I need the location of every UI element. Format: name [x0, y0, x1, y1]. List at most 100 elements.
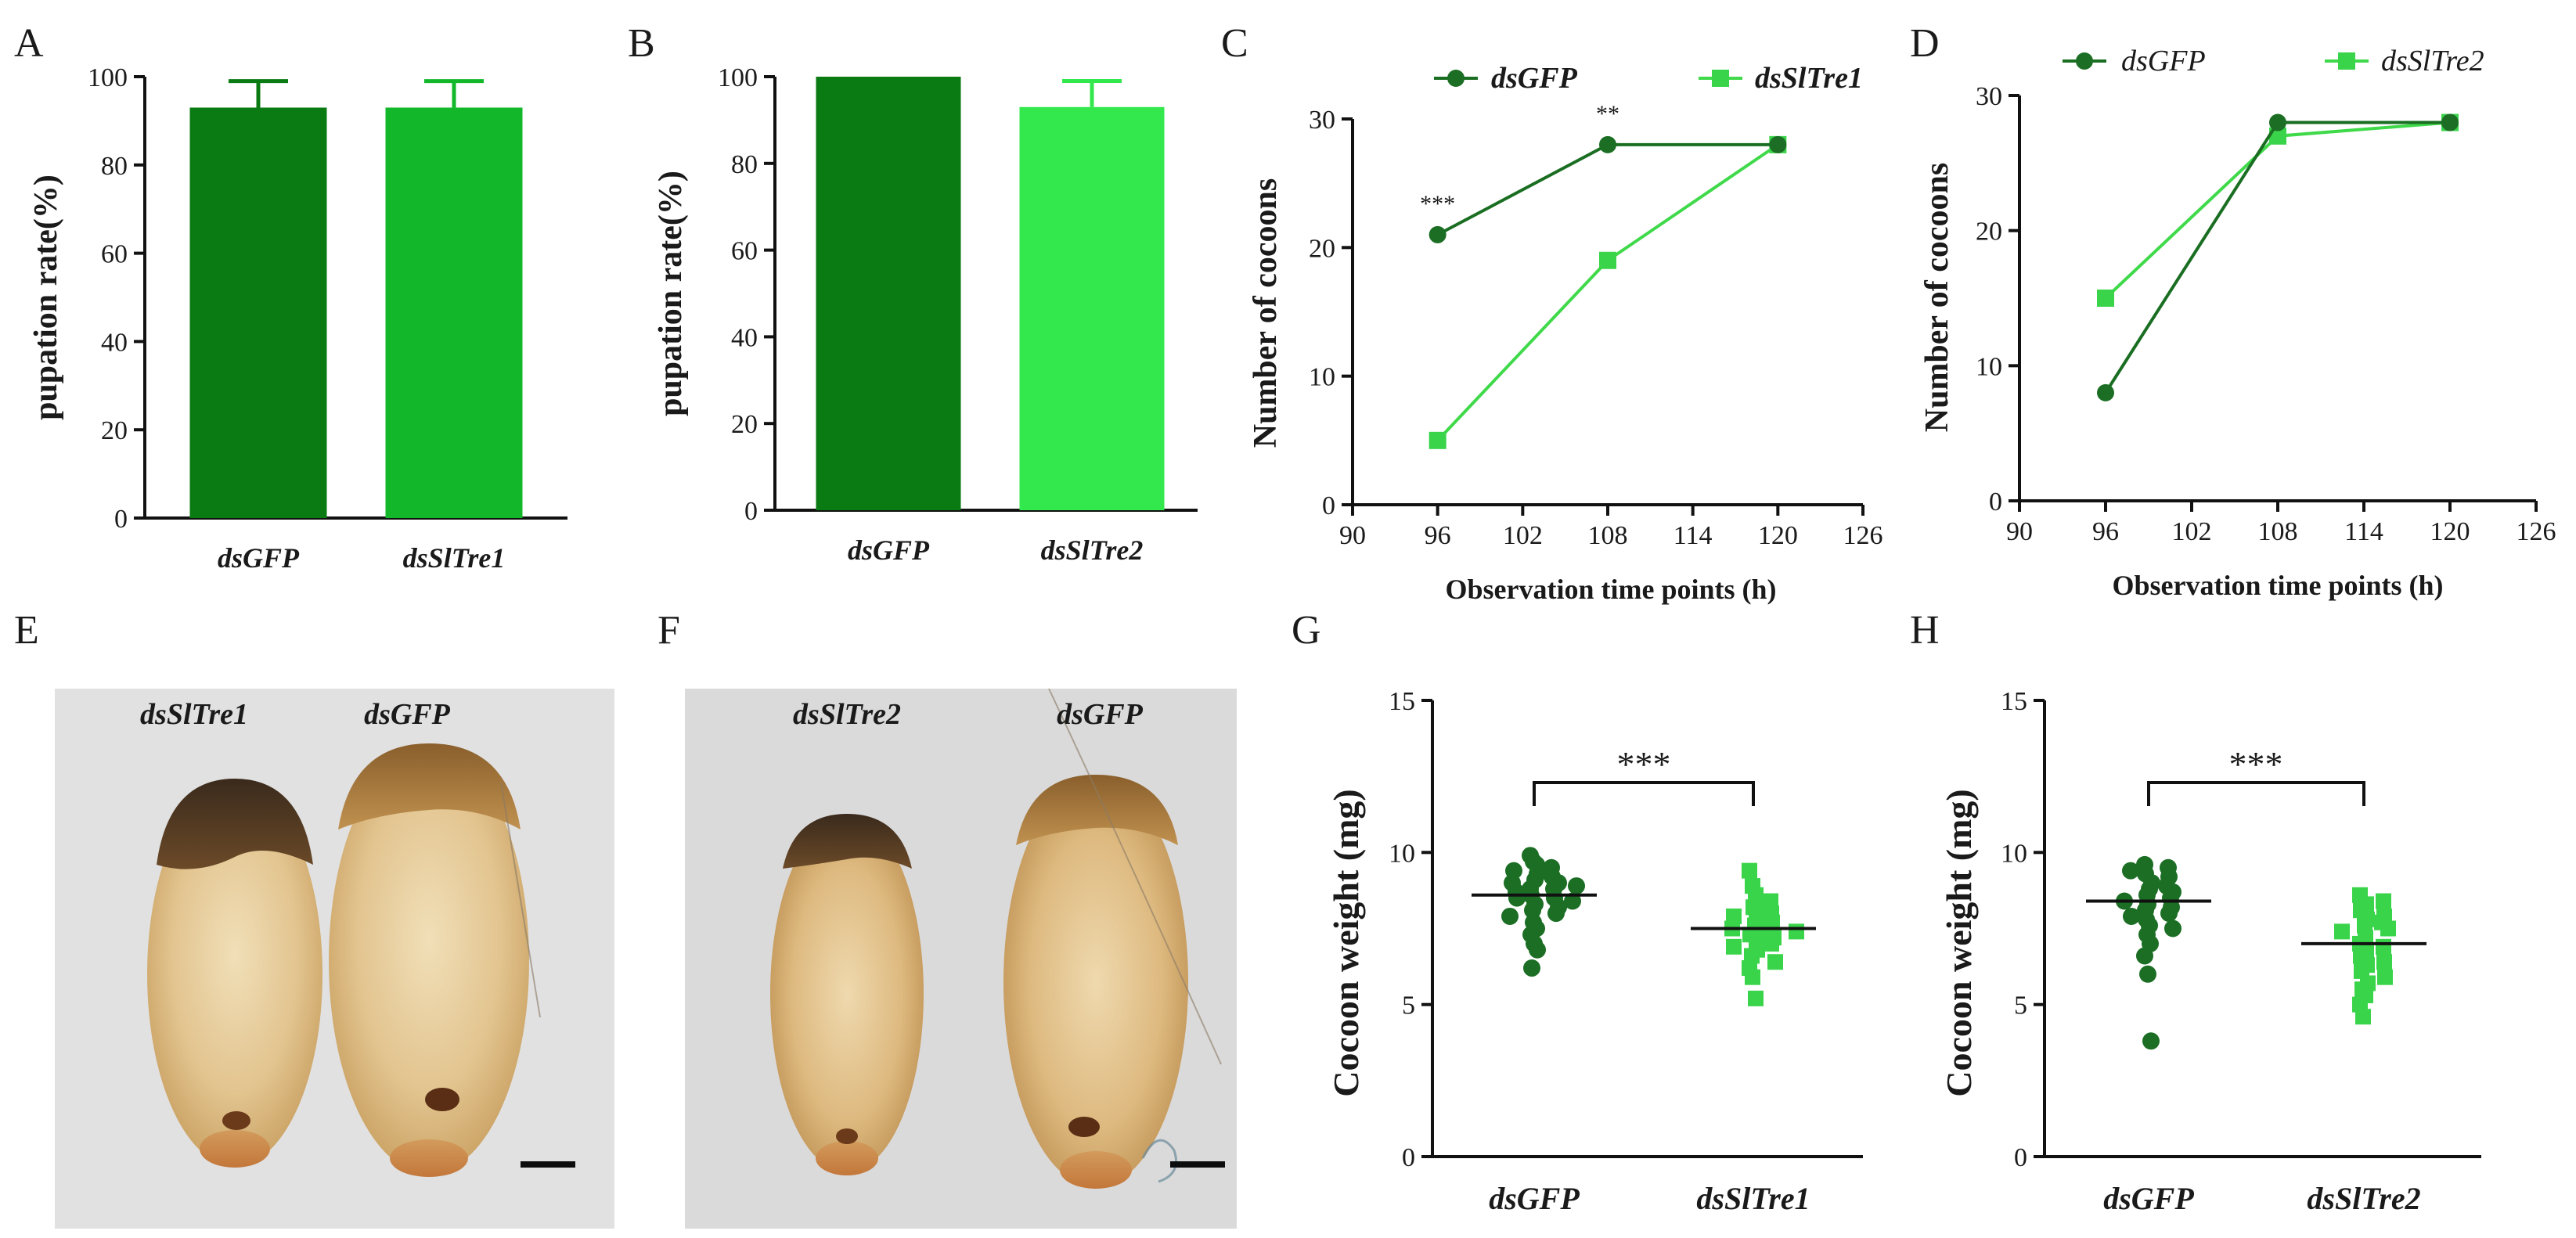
- chart-h-cocoon-weight: 0 5 10 15 *** dsGFP dsSlTre2 Cocoon weight …: [1939, 687, 2481, 1216]
- chart-g-point-dsgfp: [1529, 941, 1546, 959]
- chart-c-legend-marker-dssltre1: [1712, 70, 1729, 87]
- chart-c-legend: dsGFP dsSlTre1: [1434, 62, 1863, 95]
- panel-label-a: A: [14, 21, 44, 66]
- chart-d-y-ticks: 0 10 20 30: [1976, 82, 2019, 516]
- chart-h-y-tick-label: 5: [2014, 991, 2027, 1020]
- chart-b-bar-dssltre2: [1019, 106, 1165, 510]
- chart-d-y-tick-label: 20: [1976, 218, 2002, 247]
- photo-f-cocoon-dsgfp: [1003, 775, 1188, 1189]
- chart-b-y-tick-label: 80: [731, 150, 758, 179]
- chart-b-y-tick-label: 40: [731, 323, 758, 352]
- photo-f-label-2: dsGFP: [1057, 698, 1144, 731]
- chart-g-points: [1501, 847, 1804, 1006]
- chart-b-bars: [816, 77, 1165, 510]
- chart-h-y-tick-label: 0: [2014, 1143, 2027, 1172]
- chart-a-y-tick-label: 0: [114, 505, 128, 534]
- chart-d-x-tick-label: 90: [2006, 517, 2033, 546]
- chart-b-category-1: dsGFP: [848, 534, 930, 566]
- chart-d-legend-dssltre2: dsSlTre2: [2381, 45, 2484, 77]
- chart-h-point-dssltre2: [2357, 917, 2372, 934]
- chart-d-y-tick-label: 30: [1976, 82, 2002, 111]
- photo-e-cocoons: dsSlTre1 dsGFP: [55, 689, 614, 1229]
- photo-f-cocoon-dssltre2: [770, 814, 924, 1175]
- chart-c-y-tick-label: 20: [1309, 234, 1335, 263]
- chart-d-line-dsgfp: [2104, 121, 2450, 394]
- chart-d-y-tick-label: 10: [1976, 352, 2002, 381]
- chart-b-y-tick-label: 60: [731, 237, 758, 266]
- chart-b-category-2: dsSlTre2: [1041, 534, 1144, 566]
- chart-c-legend-dsgfp: dsGFP: [1491, 62, 1578, 95]
- chart-h-point-dssltre2: [2376, 938, 2391, 955]
- chart-d-y-tick-label: 0: [1989, 488, 2002, 516]
- chart-d-x-tick-label: 114: [2344, 517, 2383, 546]
- chart-g-point-dsgfp: [1508, 889, 1526, 907]
- chart-c-x-tick-label: 96: [1425, 521, 1451, 550]
- chart-d-line-dssltre2: [2104, 121, 2451, 300]
- chart-c-y-tick-label: 0: [1322, 491, 1335, 520]
- chart-b-bar-dsgfp: [816, 77, 961, 510]
- chart-g-y-label: Cocoon weight (mg): [1326, 789, 1366, 1097]
- chart-b-pupation-rate: 0 20 40 60 80 100 dsGFP dsSlTre2 pupation rat…: [653, 63, 1198, 566]
- chart-c-x-tick-label: 126: [1843, 521, 1883, 550]
- chart-d-point-dssltre2: [2097, 290, 2114, 307]
- chart-b-y-label: pupation rate(%): [653, 171, 689, 416]
- chart-h-y-tick-label: 15: [2001, 687, 2027, 716]
- chart-b-error-bars: [1062, 79, 1122, 107]
- chart-c-point-dsgfp: [1769, 135, 1787, 153]
- chart-d-x-tick-label: 120: [2430, 517, 2470, 546]
- chart-g-point-dssltre1: [1789, 923, 1804, 940]
- chart-c-y-ticks: 0 10 20 30: [1309, 106, 1353, 520]
- chart-g-cocoon-weight: 0 5 10 15 *** dsGFP dsSlTre1 Cocoon weight …: [1326, 687, 1863, 1216]
- chart-h-point-dsgfp: [2160, 905, 2178, 923]
- chart-d-y-label: Number of cocoons: [1919, 163, 1955, 433]
- chart-c-x-tick-label: 114: [1673, 521, 1713, 550]
- chart-g-significance: ***: [1617, 744, 1671, 784]
- chart-b-y-tick-label: 20: [731, 410, 758, 439]
- panel-label-c: C: [1221, 21, 1248, 66]
- chart-h-point-dsgfp: [2123, 907, 2140, 925]
- chart-c-line-dssltre1: [1436, 143, 1779, 442]
- chart-g-point-dsgfp: [1523, 959, 1540, 977]
- chart-a-error-bars: [229, 79, 484, 108]
- chart-h-point-dssltre2: [2377, 969, 2393, 985]
- chart-c-x-label: Observation time points (h): [1446, 574, 1777, 605]
- photo-e-cocoon-dsgfp: [329, 743, 529, 1177]
- chart-c-legend-dssltre1: dsSlTre1: [1755, 62, 1863, 95]
- chart-g-point-dssltre1: [1742, 862, 1757, 879]
- chart-b-y-ticks: 0 20 40 60 80 100: [718, 63, 775, 526]
- photo-f-cocoons: dsSlTre2 dsGFP: [685, 688, 1237, 1229]
- chart-a-y-tick-label: 60: [101, 240, 128, 269]
- chart-h-point-dssltre2: [2380, 920, 2396, 937]
- chart-c-x-tick-label: 108: [1588, 521, 1628, 550]
- chart-a-y-label: pupation rate(%): [28, 175, 64, 420]
- chart-d-legend-marker-dsgfp: [2076, 52, 2093, 70]
- chart-d-legend-dsgfp: dsGFP: [2121, 45, 2206, 77]
- chart-b-y-tick-label: 100: [718, 63, 758, 92]
- panel-label-d: D: [1910, 21, 1940, 66]
- chart-c-x-tick-label: 102: [1503, 521, 1543, 550]
- chart-a-bar-dssltre1: [385, 107, 523, 519]
- chart-a-y-tick-label: 100: [88, 63, 128, 92]
- chart-h-point-dsgfp: [2122, 862, 2139, 880]
- panel-label-h: H: [1910, 608, 1940, 653]
- chart-h-point-dsgfp: [2142, 1032, 2160, 1050]
- chart-g-point-dsgfp: [1568, 877, 1585, 895]
- chart-a-pupation-rate: 0 20 40 60 80 100 dsGFP dsSlTre1 pupation rat…: [28, 63, 567, 574]
- chart-d-series: [2097, 113, 2459, 401]
- chart-h-y-tick-label: 10: [2001, 839, 2027, 868]
- chart-c-x-tick-label: 90: [1339, 521, 1366, 550]
- chart-c-annotation: **: [1596, 101, 1619, 127]
- chart-g-point-dssltre1: [1763, 893, 1778, 909]
- chart-b-y-tick-label: 0: [744, 497, 758, 526]
- chart-a-y-tick-label: 20: [101, 416, 128, 445]
- chart-c-x-ticks: 90 96 102 108 114 120 126: [1339, 505, 1883, 550]
- chart-h-points: [2116, 855, 2396, 1050]
- panel-label-b: B: [628, 21, 655, 66]
- chart-h-category-2: dsSlTre2: [2307, 1181, 2420, 1216]
- chart-g-point-dssltre1: [1726, 908, 1742, 924]
- chart-a-bar-dsgfp: [189, 107, 327, 519]
- chart-h-means: [2086, 899, 2426, 945]
- chart-h-category-1: dsGFP: [2103, 1181, 2194, 1216]
- photo-e-cocoon-dssltre1: [147, 779, 322, 1168]
- chart-g-significance-bracket: [1533, 781, 1755, 806]
